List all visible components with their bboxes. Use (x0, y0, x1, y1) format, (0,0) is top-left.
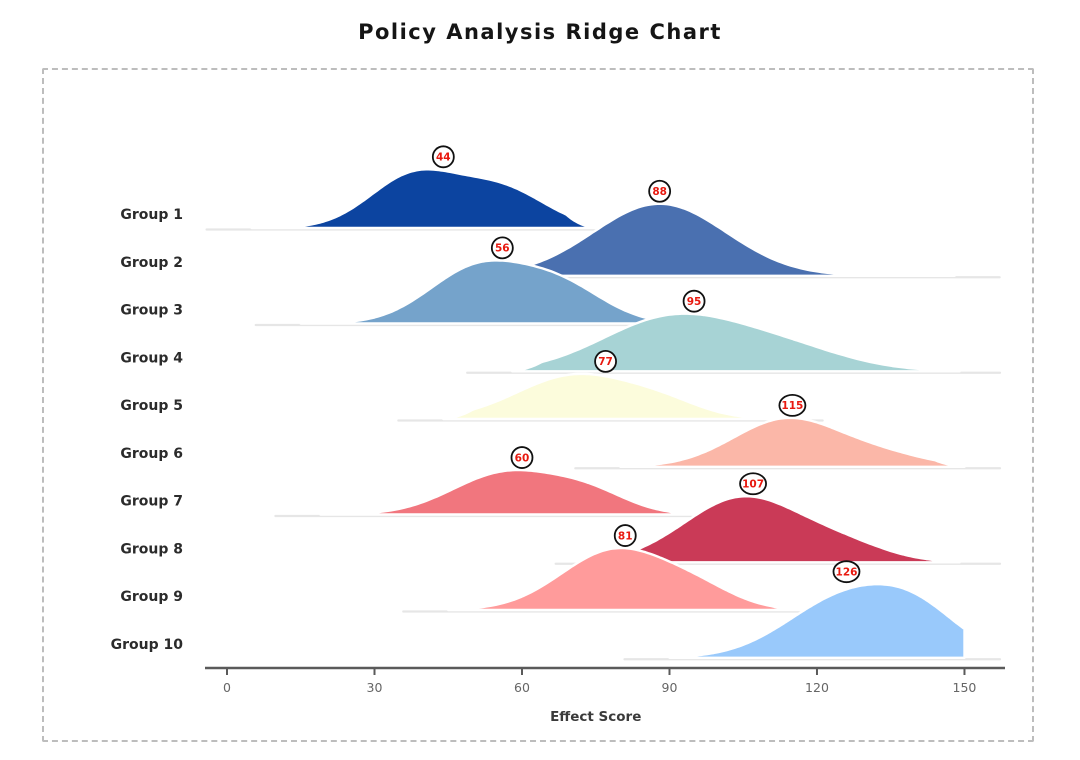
y-axis-label-group-8: Group 8 (120, 541, 183, 557)
ridge-area-group-4 (511, 312, 961, 373)
y-axis-label-group-10: Group 10 (111, 637, 184, 653)
peak-annotation-circle-77 (594, 349, 617, 373)
peak-annotation-value-44: 44 (436, 152, 451, 164)
x-tick-label-120: 120 (805, 680, 829, 695)
ridge-area-group-8 (599, 495, 961, 564)
peak-annotation-value-88: 88 (652, 186, 667, 198)
plot-border (42, 68, 1034, 742)
peak-annotation-circle-115 (778, 393, 807, 417)
peak-annotation-value-56: 56 (495, 243, 510, 255)
peak-annotation-circle-107 (739, 472, 767, 496)
peak-annotation-circle-126 (832, 560, 861, 584)
y-axis-label-group-1: Group 1 (120, 207, 183, 223)
peak-annotation-circle-95 (682, 289, 706, 313)
ridge-area-group-10 (668, 583, 966, 659)
chart-title: Policy Analysis Ridge Chart (358, 20, 722, 44)
peak-annotation-value-95: 95 (687, 296, 702, 308)
peak-annotation-circle-60 (510, 446, 534, 469)
y-axis-label-group-9: Group 9 (120, 589, 183, 605)
y-axis-label-group-2: Group 2 (120, 255, 183, 271)
ridge-area-group-1 (250, 168, 597, 230)
peak-annotation-value-107: 107 (742, 479, 764, 491)
peak-annotation-circle-44 (431, 145, 455, 169)
ridge-area-group-2 (496, 202, 956, 277)
ridge-area-group-9 (447, 546, 804, 612)
x-tick-label-90: 90 (662, 680, 678, 695)
x-tick-label-150: 150 (953, 680, 977, 695)
peak-annotation-value-77: 77 (598, 356, 613, 368)
ridge-area-group-5 (442, 372, 779, 421)
y-axis-label-group-3: Group 3 (120, 303, 183, 319)
peak-annotation-value-115: 115 (781, 400, 803, 412)
ridge-area-group-7 (319, 468, 701, 516)
x-tick-label-30: 30 (367, 680, 383, 695)
y-axis-label-group-6: Group 6 (120, 446, 183, 462)
ridge-area-group-3 (299, 259, 701, 325)
peak-annotation-circle-56 (490, 236, 514, 260)
x-tick-label-0: 0 (223, 680, 231, 695)
y-axis-label-group-7: Group 7 (120, 494, 183, 510)
x-tick-label-60: 60 (514, 680, 530, 695)
y-axis-label-group-5: Group 5 (120, 398, 183, 414)
peak-annotation-circle-88 (648, 179, 672, 203)
peak-annotation-value-81: 81 (618, 530, 633, 542)
peak-annotation-value-60: 60 (515, 452, 530, 464)
x-axis-title: Effect Score (550, 709, 641, 725)
peak-annotation-value-126: 126 (836, 566, 858, 578)
ridge-area-group-6 (619, 416, 966, 468)
peak-annotation-circle-81 (613, 524, 637, 547)
y-axis-label-group-4: Group 4 (120, 350, 183, 366)
